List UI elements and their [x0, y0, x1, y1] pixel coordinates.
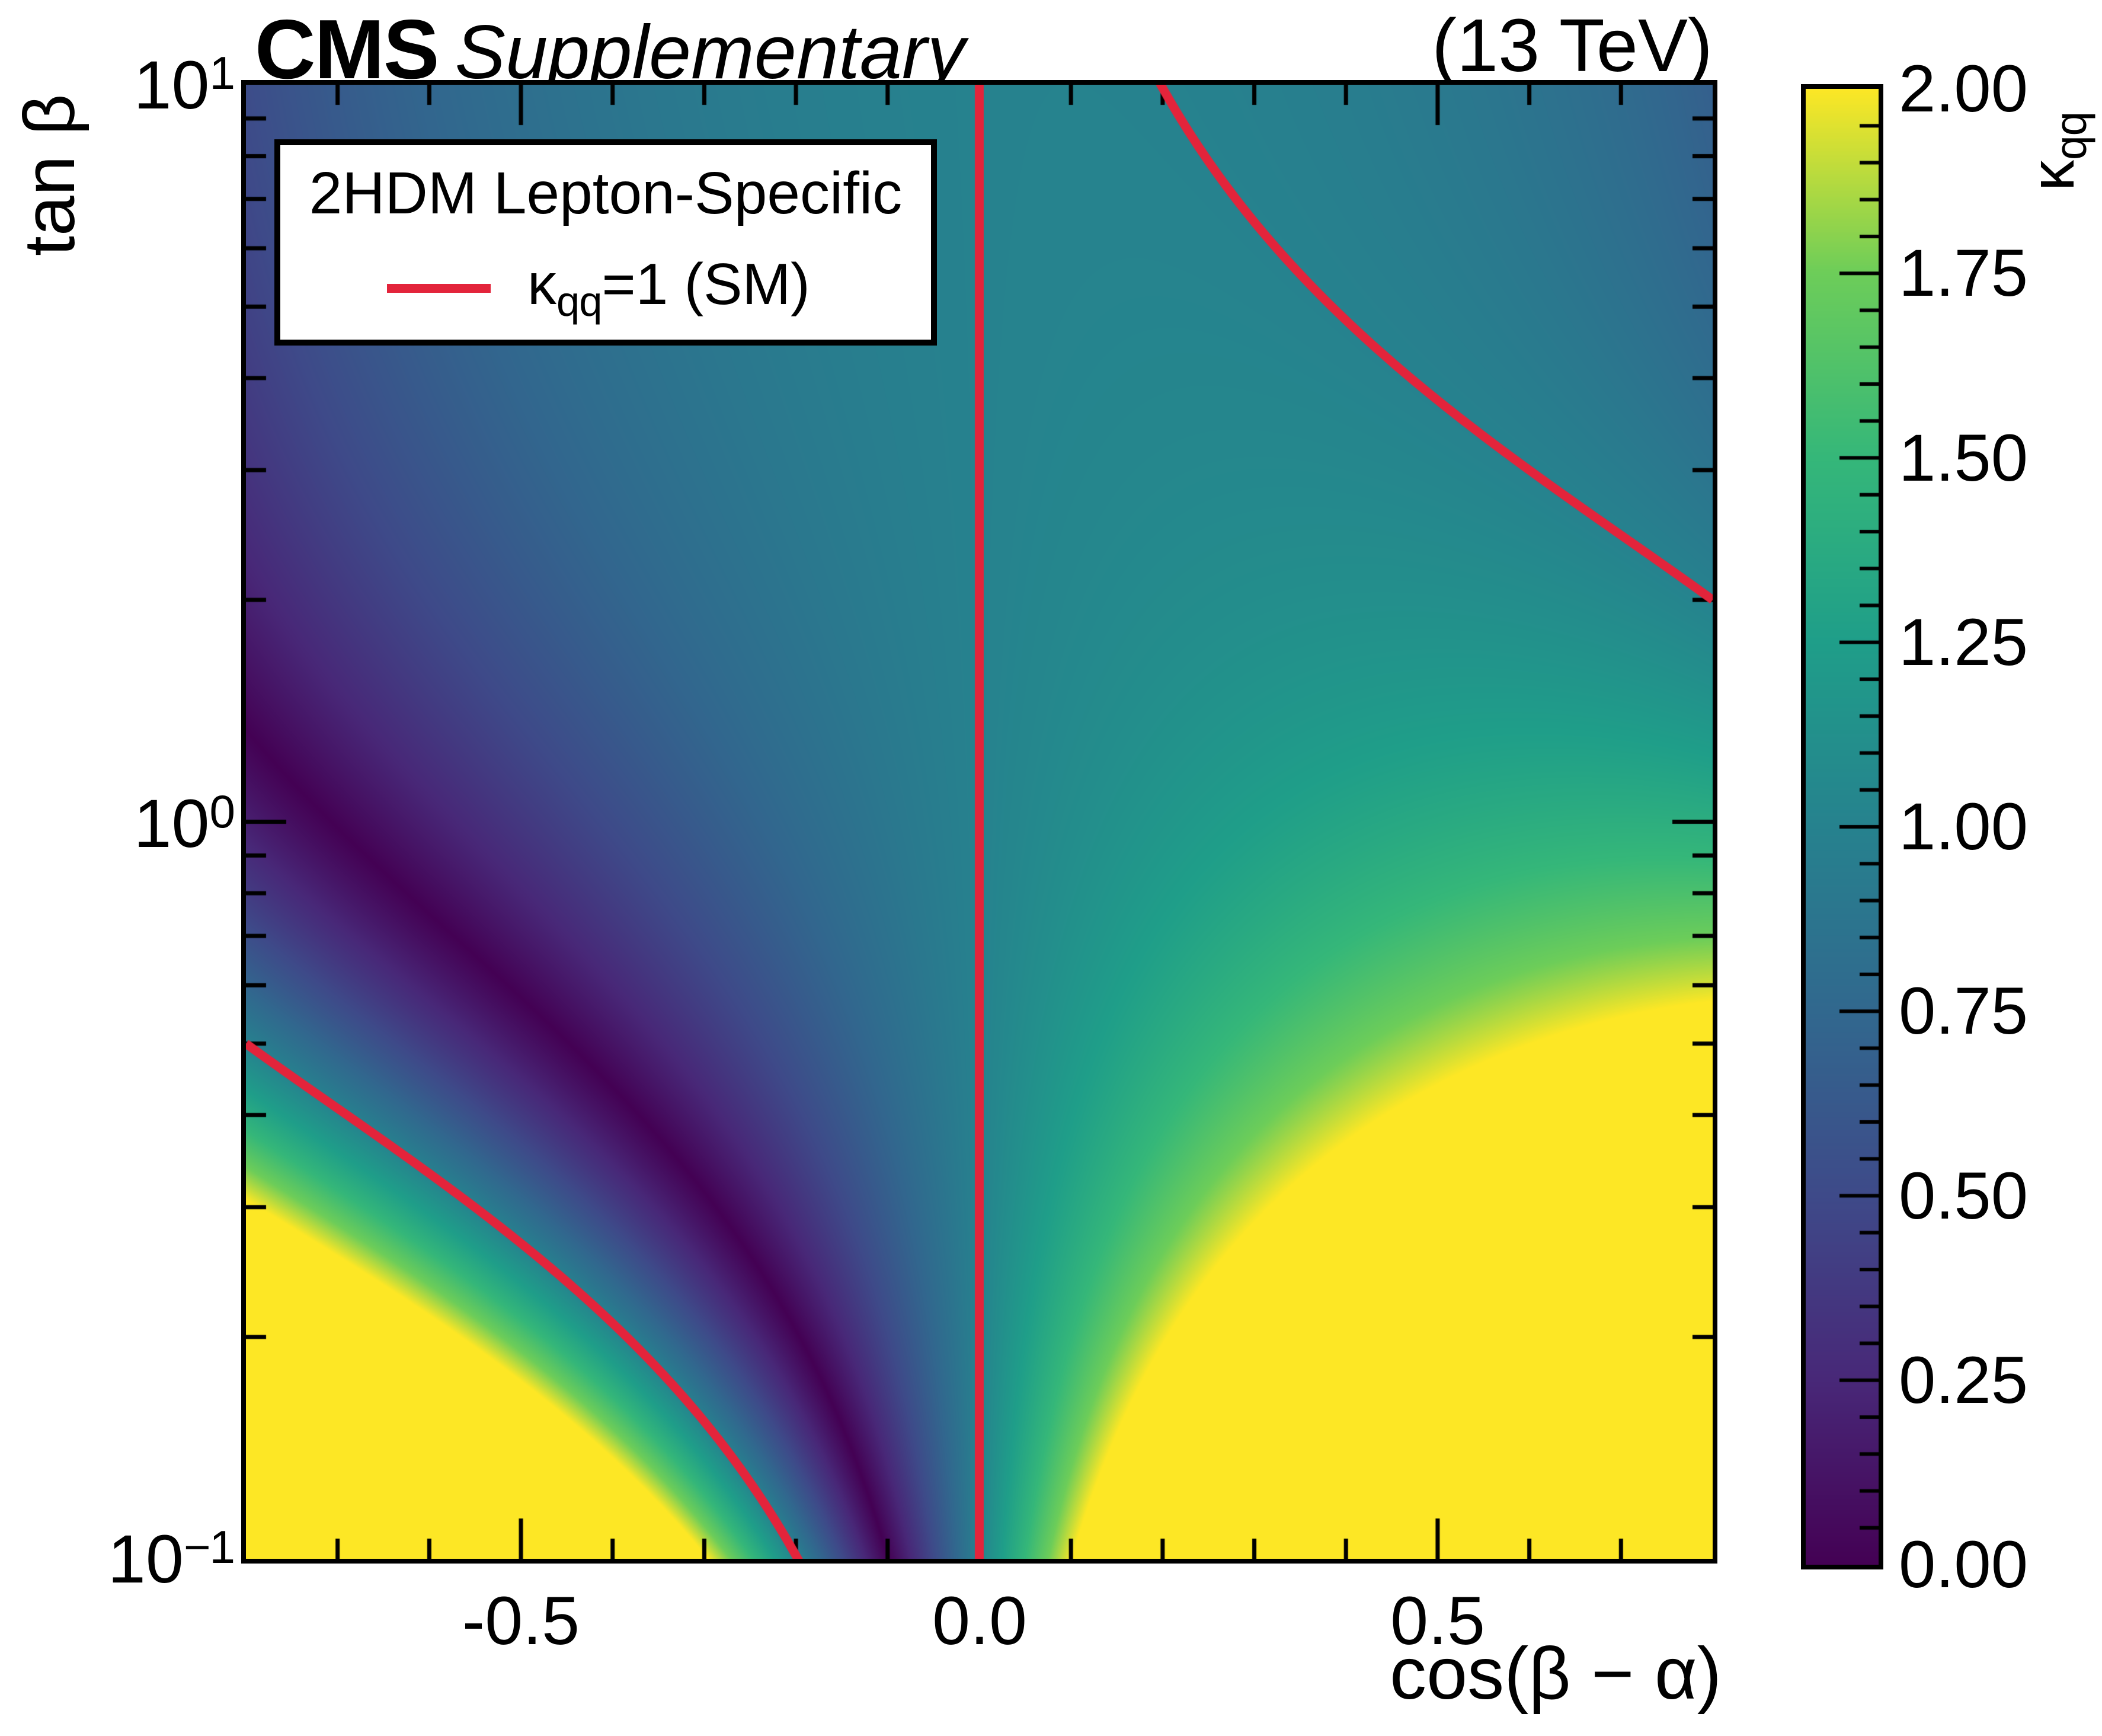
colorbar-frame — [1801, 84, 1883, 1569]
colorbar-tick-label: 1.00 — [1899, 789, 2028, 864]
colorbar-tick-label: 0.00 — [1899, 1527, 2028, 1601]
colorbar-kappa-subscript: qq — [2045, 111, 2095, 160]
colorbar-tick-label: 0.25 — [1899, 1342, 2028, 1417]
colorbar-title: κqq — [2018, 111, 2095, 191]
x-tick-label-neg0p5: -0.5 — [462, 1583, 580, 1659]
colorbar-kappa-symbol: κ — [2018, 160, 2087, 191]
legend-model-label: 2HDM Lepton-Specific — [309, 160, 903, 226]
legend-contour-value: =1 (SM) — [602, 251, 810, 317]
plot-frame: 2HDM Lepton-Specific κqq=1 (SM) — [241, 80, 1717, 1564]
colorbar-tick-label: 1.75 — [1899, 236, 2028, 311]
colorbar-tick-label: 0.75 — [1899, 974, 2028, 1048]
legend-contour-entry: κqq=1 (SM) — [387, 250, 810, 327]
energy-label: (13 TeV) — [1432, 4, 1713, 87]
y-tick-label-1: 100 — [133, 785, 235, 862]
y-tick-label-0p1: 10−1 — [107, 1521, 235, 1597]
x-axis-title: cos(β − α) — [1390, 1633, 1722, 1715]
colorbar-tick-label: 1.25 — [1899, 605, 2028, 679]
colorbar-tick-label: 1.50 — [1899, 420, 2028, 495]
x-tick-label-0p5: 0.5 — [1390, 1583, 1485, 1659]
x-tick-label-0p0: 0.0 — [932, 1583, 1027, 1659]
legend: 2HDM Lepton-Specific κqq=1 (SM) — [274, 139, 937, 346]
colorbar-tick-label: 0.50 — [1899, 1158, 2028, 1233]
kappa-subscript: qq — [556, 277, 602, 325]
legend-contour-label: κqq=1 (SM) — [527, 251, 810, 325]
colorbar-canvas — [1806, 89, 1879, 1565]
y-axis-title: tan β — [9, 94, 89, 256]
y-tick-label-10: 101 — [133, 47, 235, 123]
colorbar-tick-label: 2.00 — [1899, 52, 2028, 126]
kappa-symbol: κ — [527, 251, 556, 317]
contour-line-swatch — [387, 283, 491, 293]
